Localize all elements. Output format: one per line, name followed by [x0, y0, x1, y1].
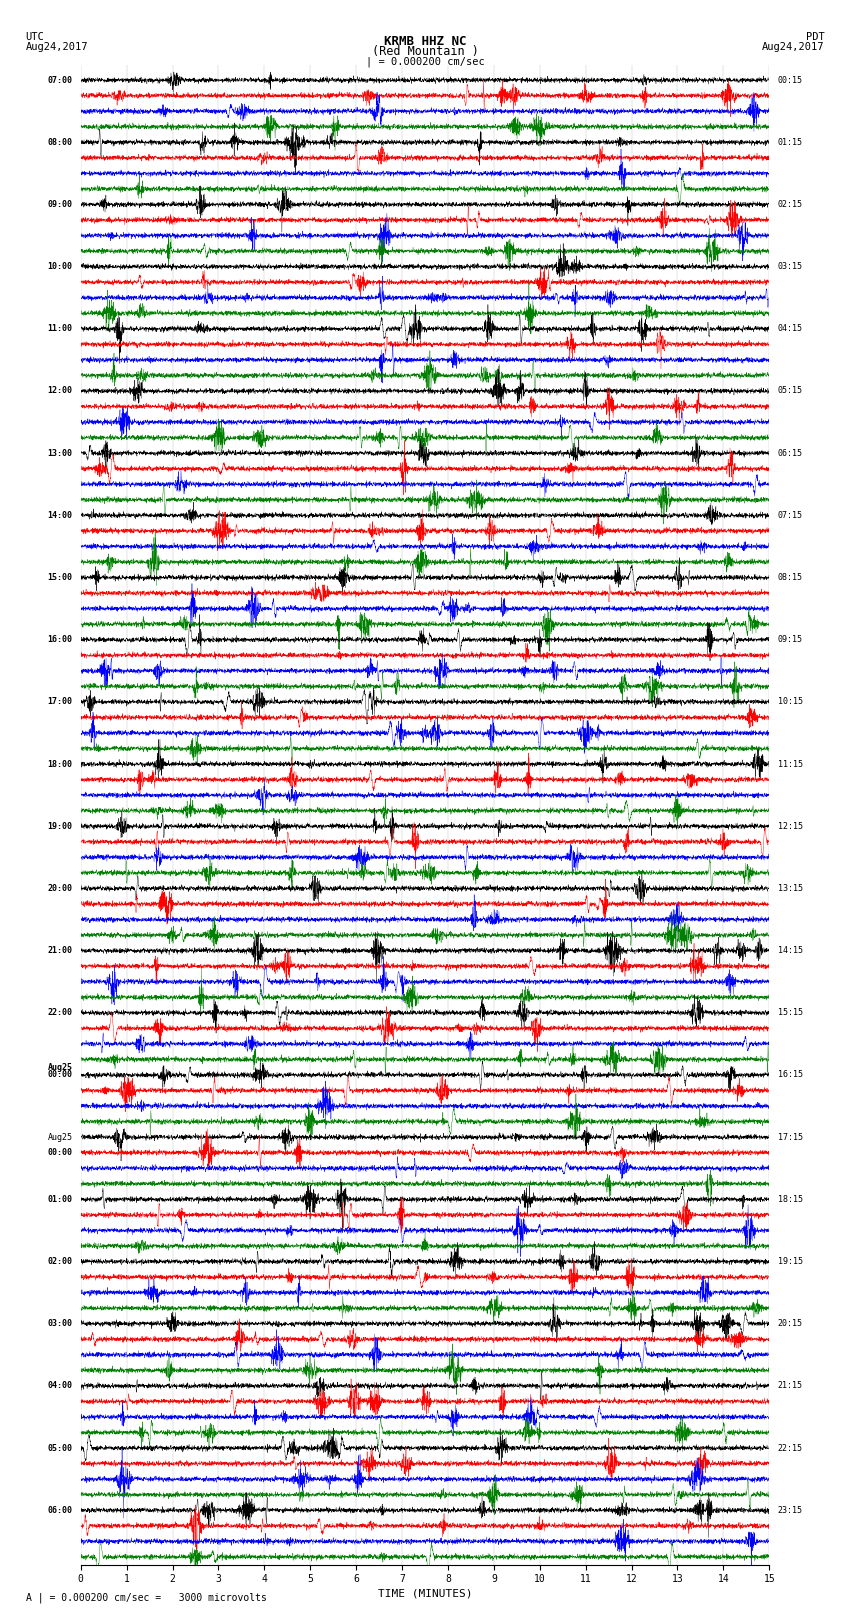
Text: 11:00: 11:00: [48, 324, 72, 334]
Text: 14:15: 14:15: [778, 947, 802, 955]
Text: Aug24,2017: Aug24,2017: [26, 42, 88, 52]
Text: 23:15: 23:15: [778, 1505, 802, 1515]
Text: 20:15: 20:15: [778, 1319, 802, 1327]
Text: 15:00: 15:00: [48, 573, 72, 582]
Text: 02:00: 02:00: [48, 1257, 72, 1266]
Text: 19:15: 19:15: [778, 1257, 802, 1266]
Text: 01:15: 01:15: [778, 137, 802, 147]
Text: 15:15: 15:15: [778, 1008, 802, 1018]
Text: 04:00: 04:00: [48, 1381, 72, 1390]
Text: 20:00: 20:00: [48, 884, 72, 894]
Text: | = 0.000200 cm/sec: | = 0.000200 cm/sec: [366, 56, 484, 68]
Text: 08:15: 08:15: [778, 573, 802, 582]
Text: 17:15: 17:15: [778, 1132, 802, 1142]
Text: Aug24,2017: Aug24,2017: [762, 42, 824, 52]
Text: 17:00: 17:00: [48, 697, 72, 706]
Text: (Red Mountain ): (Red Mountain ): [371, 45, 479, 58]
Text: PDT: PDT: [806, 32, 824, 42]
Text: 10:00: 10:00: [48, 261, 72, 271]
Text: Aug25: Aug25: [48, 1132, 72, 1142]
Text: 18:15: 18:15: [778, 1195, 802, 1203]
Text: 05:15: 05:15: [778, 387, 802, 395]
Text: 13:15: 13:15: [778, 884, 802, 894]
Text: 16:15: 16:15: [778, 1071, 802, 1079]
Text: 00:15: 00:15: [778, 76, 802, 84]
X-axis label: TIME (MINUTES): TIME (MINUTES): [377, 1589, 473, 1598]
Text: 22:00: 22:00: [48, 1008, 72, 1018]
Text: 18:00: 18:00: [48, 760, 72, 768]
Text: 04:15: 04:15: [778, 324, 802, 334]
Text: 21:15: 21:15: [778, 1381, 802, 1390]
Text: 07:00: 07:00: [48, 76, 72, 84]
Text: UTC: UTC: [26, 32, 44, 42]
Text: 12:00: 12:00: [48, 387, 72, 395]
Text: 10:15: 10:15: [778, 697, 802, 706]
Text: 13:00: 13:00: [48, 448, 72, 458]
Text: 14:00: 14:00: [48, 511, 72, 519]
Text: 00:00: 00:00: [48, 1148, 72, 1157]
Text: 06:15: 06:15: [778, 448, 802, 458]
Text: 01:00: 01:00: [48, 1195, 72, 1203]
Text: 16:00: 16:00: [48, 636, 72, 644]
Text: 19:00: 19:00: [48, 821, 72, 831]
Text: 22:15: 22:15: [778, 1444, 802, 1453]
Text: 08:00: 08:00: [48, 137, 72, 147]
Text: 07:15: 07:15: [778, 511, 802, 519]
Text: 00:00: 00:00: [48, 1071, 72, 1079]
Text: A | = 0.000200 cm/sec =   3000 microvolts: A | = 0.000200 cm/sec = 3000 microvolts: [26, 1592, 266, 1603]
Text: 06:00: 06:00: [48, 1505, 72, 1515]
Text: 03:00: 03:00: [48, 1319, 72, 1327]
Text: 21:00: 21:00: [48, 947, 72, 955]
Text: 11:15: 11:15: [778, 760, 802, 768]
Text: 05:00: 05:00: [48, 1444, 72, 1453]
Text: 09:00: 09:00: [48, 200, 72, 210]
Text: 03:15: 03:15: [778, 261, 802, 271]
Text: Aug25: Aug25: [48, 1063, 72, 1071]
Text: 12:15: 12:15: [778, 821, 802, 831]
Text: KRMB HHZ NC: KRMB HHZ NC: [383, 35, 467, 48]
Text: 02:15: 02:15: [778, 200, 802, 210]
Text: 09:15: 09:15: [778, 636, 802, 644]
